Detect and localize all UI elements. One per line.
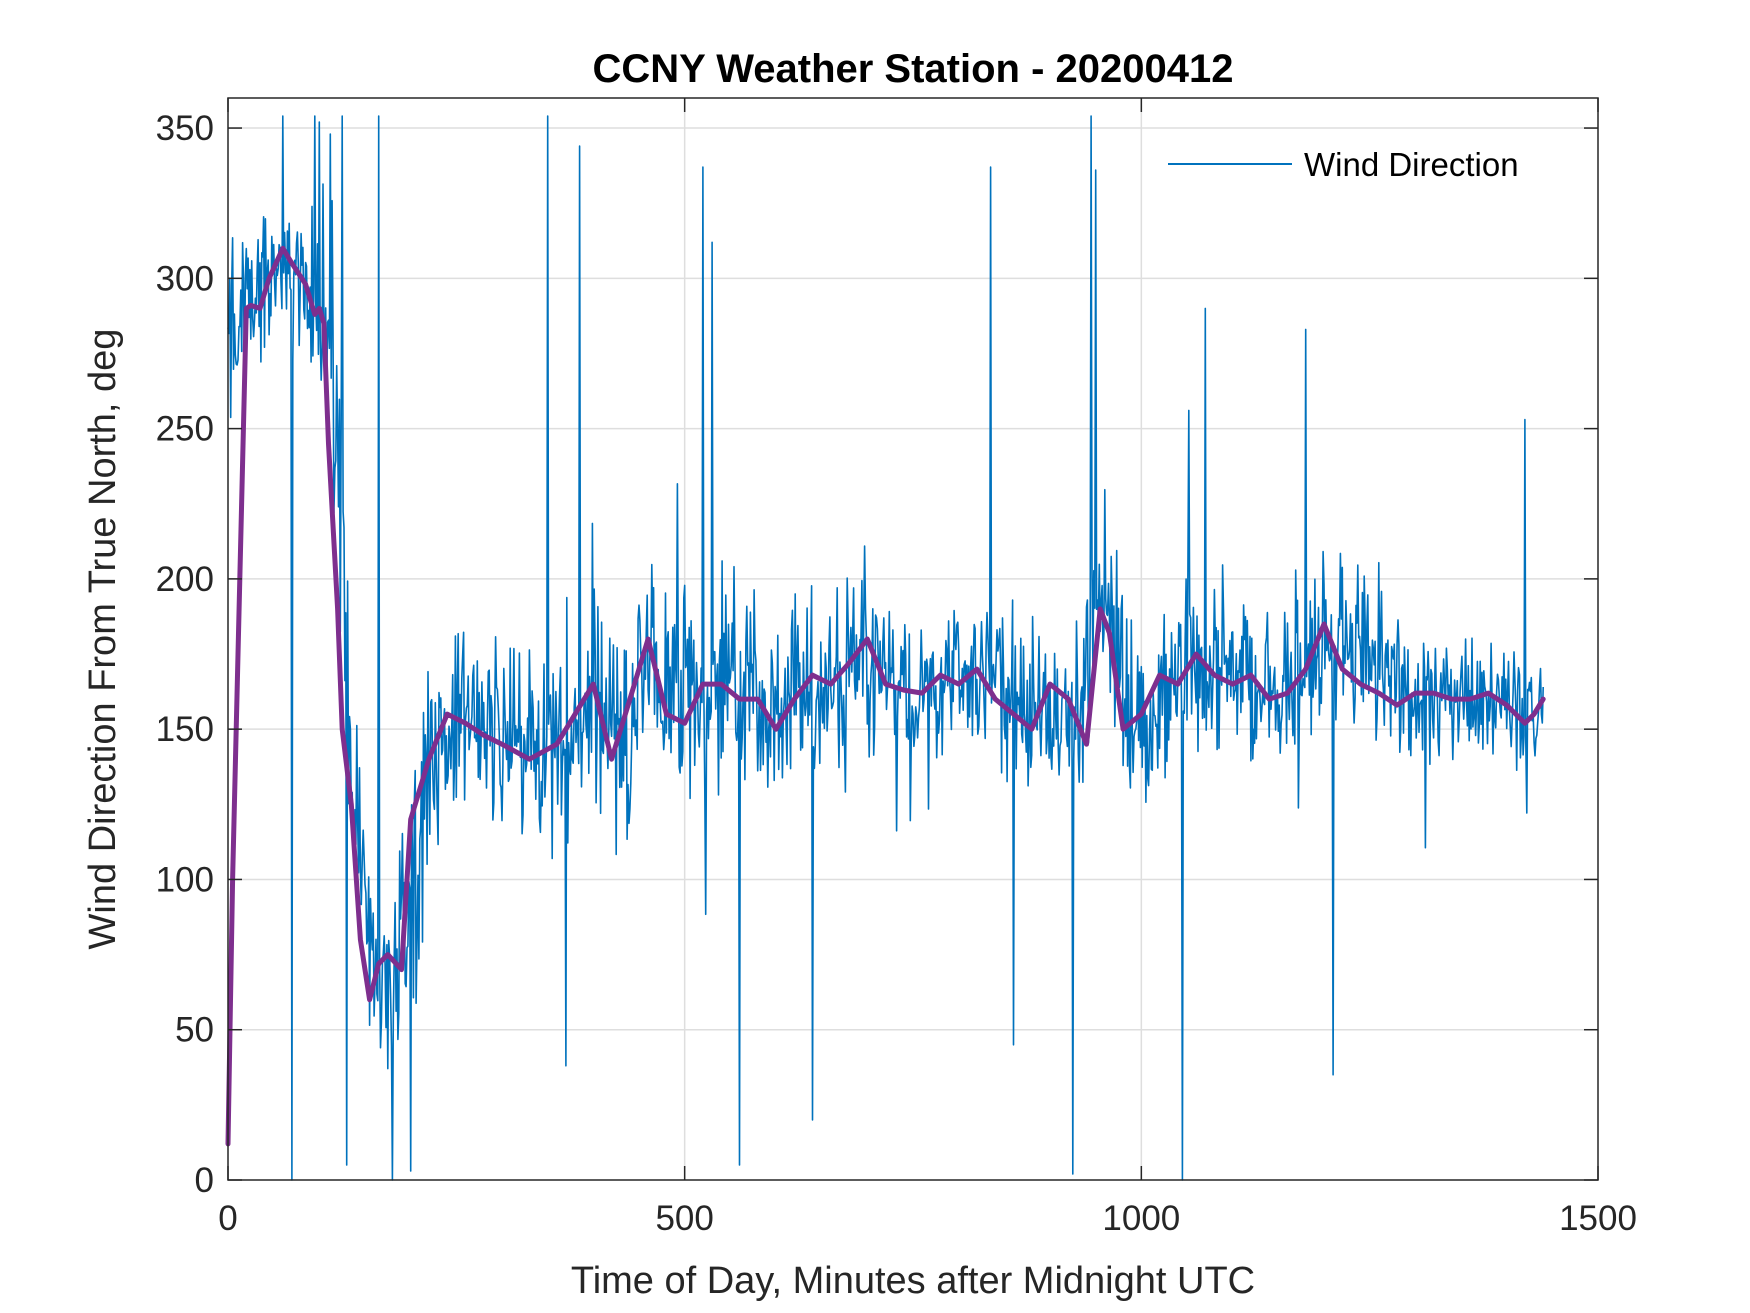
- x-tick-label: 0: [218, 1199, 237, 1238]
- y-axis-label: Wind Direction From True North, deg: [82, 329, 124, 950]
- y-tick-label: 300: [156, 259, 214, 298]
- y-tick-label: 0: [195, 1161, 214, 1200]
- y-tick-label: 350: [156, 109, 214, 148]
- series-layer: [225, 115, 1546, 1181]
- series-line-moving-average: [225, 245, 1546, 1147]
- y-tick-label: 100: [156, 860, 214, 899]
- legend-label-wind-direction: Wind Direction: [1304, 146, 1519, 183]
- plot-background: [228, 98, 1598, 1180]
- y-tick-label: 200: [156, 560, 214, 599]
- plot-box: [227, 97, 1599, 1181]
- x-axis-label: Time of Day, Minutes after Midnight UTC: [571, 1260, 1255, 1302]
- y-tick-label: 50: [175, 1011, 214, 1050]
- x-tick-label: 1500: [1559, 1199, 1637, 1238]
- x-tick-label: 1000: [1102, 1199, 1180, 1238]
- y-tick-label: 250: [156, 410, 214, 449]
- x-tick-label: 500: [655, 1199, 713, 1238]
- series-line-wind-direction: [227, 115, 1544, 1181]
- ticks: [227, 98, 1599, 1181]
- y-tick-label: 150: [156, 710, 214, 749]
- legend[interactable]: Wind Direction: [1150, 130, 1582, 200]
- grid: [228, 98, 1598, 1180]
- chart-title: CCNY Weather Station - 20200412: [593, 47, 1234, 91]
- tick-labels: 0 500 1000 1500 0 50 100 150 200 250 300 350: [156, 109, 1637, 1238]
